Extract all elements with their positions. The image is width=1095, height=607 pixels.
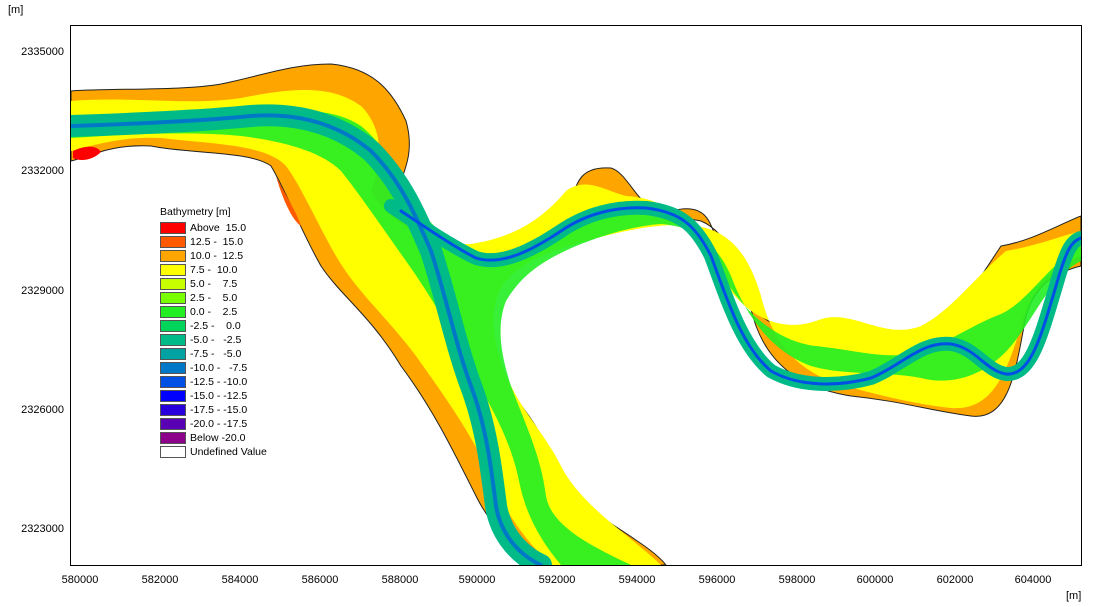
legend-item: -5.0 - -2.5 bbox=[160, 333, 267, 347]
legend-swatch bbox=[160, 250, 186, 262]
legend-label: 7.5 - 10.0 bbox=[190, 264, 238, 276]
legend-label: -15.0 - -12.5 bbox=[190, 390, 248, 402]
x-tick-label: 594000 bbox=[618, 574, 656, 586]
legend-item: Below -20.0 bbox=[160, 431, 267, 445]
x-tick-label: 596000 bbox=[698, 574, 736, 586]
x-tick-label: 588000 bbox=[381, 574, 419, 586]
legend-title: Bathymetry [m] bbox=[160, 206, 231, 218]
legend-item: Above 15.0 bbox=[160, 221, 267, 235]
y-tick-label: 2326000 bbox=[21, 404, 64, 416]
x-tick-label: 580000 bbox=[61, 574, 99, 586]
legend-swatch bbox=[160, 236, 186, 248]
legend-item: -20.0 - -17.5 bbox=[160, 417, 267, 431]
mid-depth-region bbox=[71, 89, 1081, 565]
deep-thalweg bbox=[71, 113, 543, 565]
legend-swatch bbox=[160, 278, 186, 290]
x-tick-label: 590000 bbox=[458, 574, 496, 586]
x-tick-label: 598000 bbox=[778, 574, 816, 586]
y-tick-label: 2323000 bbox=[21, 523, 64, 535]
legend-item: -7.5 - -5.0 bbox=[160, 347, 267, 361]
legend-swatch bbox=[160, 348, 186, 360]
x-tick-label: 604000 bbox=[1014, 574, 1052, 586]
legend-swatch bbox=[160, 390, 186, 402]
legend-label: -5.0 - -2.5 bbox=[190, 334, 242, 346]
map-plot-area[interactable] bbox=[70, 25, 1082, 566]
legend-rows: Above 15.0 12.5 - 15.0 10.0 - 12.5 7.5 - 10… bbox=[160, 221, 267, 459]
legend-item: 10.0 - 12.5 bbox=[160, 249, 267, 263]
deep-thalweg-east bbox=[399, 206, 1081, 386]
legend-swatch bbox=[160, 446, 186, 458]
legend-item: 5.0 - 7.5 bbox=[160, 277, 267, 291]
legend-item: 2.5 - 5.0 bbox=[160, 291, 267, 305]
legend-item: 12.5 - 15.0 bbox=[160, 235, 267, 249]
legend-swatch bbox=[160, 264, 186, 276]
legend-item: Undefined Value bbox=[160, 445, 267, 459]
x-tick-label: 584000 bbox=[221, 574, 259, 586]
legend-item: -12.5 - -10.0 bbox=[160, 375, 267, 389]
x-tick-label: 582000 bbox=[141, 574, 179, 586]
y-tick-label: 2335000 bbox=[21, 46, 64, 58]
legend-item: 7.5 - 10.0 bbox=[160, 263, 267, 277]
high-elevation-patch bbox=[73, 146, 101, 160]
legend-swatch bbox=[160, 418, 186, 430]
legend-swatch bbox=[160, 334, 186, 346]
x-tick-label: 602000 bbox=[936, 574, 974, 586]
x-tick-label: 600000 bbox=[856, 574, 894, 586]
legend-label: Undefined Value bbox=[190, 446, 267, 458]
high-elevation-patch-2 bbox=[276, 176, 301, 226]
bathymetry-map bbox=[71, 63, 1081, 565]
legend-item: -17.5 - -15.0 bbox=[160, 403, 267, 417]
legend-label: 10.0 - 12.5 bbox=[190, 250, 244, 262]
legend-item: 0.0 - 2.5 bbox=[160, 305, 267, 319]
y-tick-label: 2329000 bbox=[21, 285, 64, 297]
legend-swatch bbox=[160, 292, 186, 304]
y-tick-label: 2332000 bbox=[21, 165, 64, 177]
x-axis-unit: [m] bbox=[1066, 590, 1082, 602]
legend-swatch bbox=[160, 320, 186, 332]
legend-label: -10.0 - -7.5 bbox=[190, 362, 248, 374]
legend-swatch bbox=[160, 362, 186, 374]
legend-label: Above 15.0 bbox=[190, 222, 247, 234]
legend-item: -15.0 - -12.5 bbox=[160, 389, 267, 403]
legend-label: -7.5 - -5.0 bbox=[190, 348, 242, 360]
legend-label: -12.5 - -10.0 bbox=[190, 376, 248, 388]
legend-label: 5.0 - 7.5 bbox=[190, 278, 238, 290]
legend-swatch bbox=[160, 376, 186, 388]
legend-label: 2.5 - 5.0 bbox=[190, 292, 238, 304]
legend-item: -10.0 - -7.5 bbox=[160, 361, 267, 375]
bathymetry-legend: Bathymetry [m] Above 15.0 12.5 - 15.0 10.0… bbox=[160, 206, 267, 459]
legend-swatch bbox=[160, 222, 186, 234]
y-axis-unit: [m] bbox=[8, 4, 24, 16]
legend-label: -2.5 - 0.0 bbox=[190, 320, 241, 332]
legend-label: 12.5 - 15.0 bbox=[190, 236, 244, 248]
legend-swatch bbox=[160, 404, 186, 416]
legend-item: -2.5 - 0.0 bbox=[160, 319, 267, 333]
legend-swatch bbox=[160, 432, 186, 444]
legend-label: -17.5 - -15.0 bbox=[190, 404, 248, 416]
legend-label: Below -20.0 bbox=[190, 432, 246, 444]
x-tick-label: 586000 bbox=[301, 574, 339, 586]
x-tick-label: 592000 bbox=[538, 574, 576, 586]
legend-label: -20.0 - -17.5 bbox=[190, 418, 248, 430]
legend-label: 0.0 - 2.5 bbox=[190, 306, 238, 318]
legend-swatch bbox=[160, 306, 186, 318]
